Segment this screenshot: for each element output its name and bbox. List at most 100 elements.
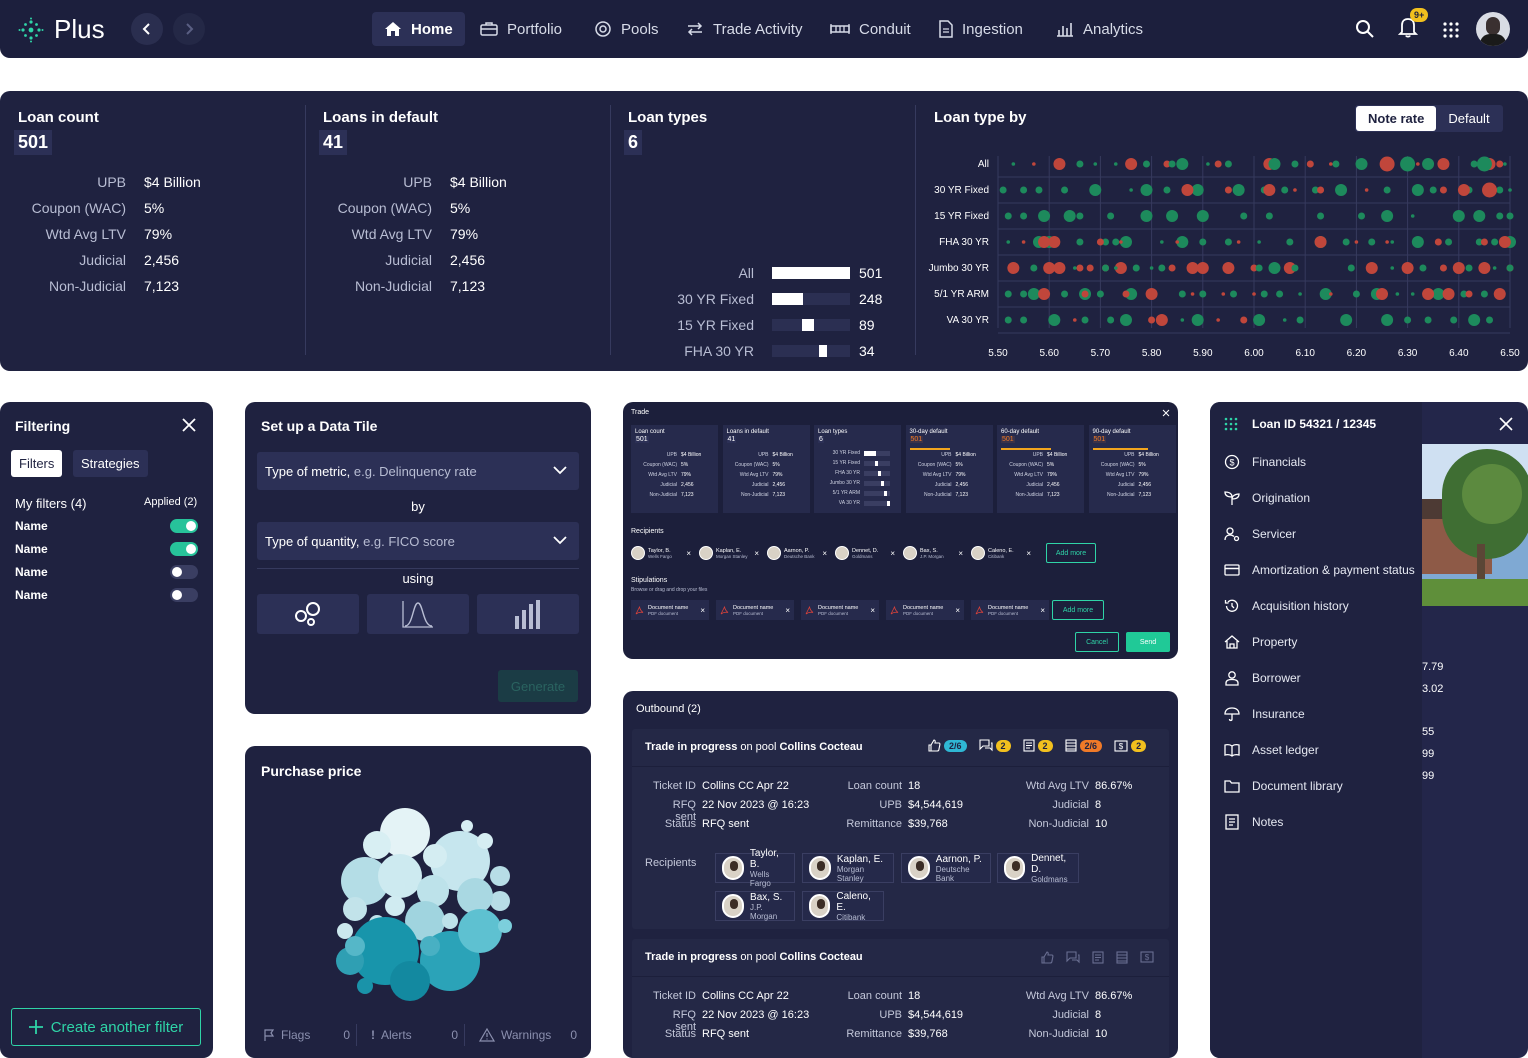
nav-analytics[interactable]: Analytics (1044, 12, 1155, 46)
nav-pools[interactable]: Pools (582, 12, 671, 46)
close-icon[interactable] (1162, 409, 1170, 417)
filter-toggle[interactable] (170, 588, 198, 602)
remove-icon[interactable]: × (686, 548, 691, 558)
menu-financials[interactable]: $ Financials (1224, 454, 1306, 470)
menu-amortization[interactable]: Amortization & payment status (1224, 562, 1415, 578)
menu-asset-ledger[interactable]: Asset ledger (1224, 742, 1319, 758)
outbound-trade-card[interactable]: Trade in progress on pool Collins Coctea… (632, 939, 1169, 1058)
note-rate-toggle[interactable]: Note rate Default (1355, 105, 1503, 132)
create-filter-button[interactable]: Create another filter (11, 1008, 201, 1046)
recipient-chip[interactable]: Aarnon, P. Deutsche Bank (901, 853, 991, 883)
stipulation-document[interactable]: Document name PDF document × (631, 600, 709, 620)
remove-icon[interactable]: × (958, 548, 963, 558)
remove-icon[interactable]: × (700, 605, 705, 615)
remove-icon[interactable]: × (870, 605, 875, 615)
toggle-note-rate[interactable]: Note rate (1356, 106, 1437, 131)
distribution-chart-option[interactable] (367, 594, 469, 634)
notes-group[interactable]: 2 (1022, 739, 1053, 752)
close-icon[interactable] (1499, 417, 1513, 431)
quantity-select[interactable]: Type of quantity, e.g. FICO score (257, 522, 579, 560)
trade-cancel-button[interactable]: Cancel (1075, 632, 1119, 652)
remove-icon[interactable]: × (822, 548, 827, 558)
trade-recipient-chip[interactable]: Aarnon, P. Deutsche Bank × (767, 542, 827, 564)
remove-icon[interactable]: × (754, 548, 759, 558)
nav-home[interactable]: Home (372, 12, 465, 46)
warnings-counter[interactable]: Warnings 0 (473, 1024, 577, 1046)
warning-icon (479, 1028, 495, 1042)
menu-origination[interactable]: Origination (1224, 490, 1310, 506)
trade-recipient-chip[interactable]: Dennet, D. Goldmans × (835, 542, 895, 564)
filter-toggle[interactable] (170, 565, 198, 579)
notes-icon[interactable] (1092, 951, 1104, 964)
nav-portfolio[interactable]: Portfolio (468, 12, 574, 46)
menu-document-library[interactable]: Document library (1224, 778, 1343, 794)
scatter-point (1142, 160, 1150, 168)
y-tick-label: 30 YR Fixed (934, 185, 989, 196)
thumbs-up-icon[interactable] (1041, 951, 1054, 964)
stipulation-document[interactable]: Document name PDF document × (716, 600, 794, 620)
trade-recipient-chip[interactable]: Bax, S. J.P. Morgan × (903, 542, 963, 564)
stipulation-document[interactable]: Document name PDF document × (801, 600, 879, 620)
payments-group[interactable]: $ 2 (1114, 739, 1147, 752)
scatter-point (1089, 184, 1102, 196)
trade-recipient-chip[interactable]: Taylor, B. Wells Fargo × (631, 542, 691, 564)
filters-tab[interactable]: Filters (11, 450, 63, 477)
back-button[interactable] (131, 13, 163, 45)
recipient-text: Dennet, D. Goldmans (852, 548, 878, 559)
menu-insurance[interactable]: Insurance (1224, 706, 1305, 722)
strategies-tab[interactable]: Strategies (73, 450, 148, 477)
logo[interactable]: Plus (18, 14, 105, 45)
recipient-chip[interactable]: Kaplan, E. Morgan Stanley (802, 853, 894, 883)
filter-toggle[interactable] (170, 519, 198, 533)
remove-icon[interactable]: × (1026, 548, 1031, 558)
thumbs-up-group[interactable]: 2/6 (928, 739, 967, 752)
trade-send-button[interactable]: Send (1126, 632, 1170, 652)
ledger-icon[interactable] (1116, 951, 1128, 964)
comments-icon[interactable] (1066, 951, 1080, 964)
generate-button[interactable]: Generate (498, 670, 578, 702)
close-icon[interactable] (182, 418, 196, 432)
menu-servicer[interactable]: Servicer (1224, 526, 1296, 542)
recipient-chip[interactable]: Caleno, E. Citibank (802, 891, 884, 922)
thumbs-up-icon (928, 739, 941, 752)
comments-group[interactable]: 2 (978, 739, 1011, 752)
remove-icon[interactable]: × (1040, 605, 1045, 615)
menu-borrower[interactable]: Borrower (1224, 670, 1301, 686)
remove-icon[interactable]: × (785, 605, 790, 615)
stipulation-document[interactable]: Document name PDF document × (971, 600, 1049, 620)
remove-icon[interactable]: × (955, 605, 960, 615)
recipient-chip[interactable]: Dennet, D. Goldmans (997, 853, 1079, 884)
outbound-trade-card[interactable]: Trade in progress on pool Collins Coctea… (632, 729, 1169, 929)
filter-toggle[interactable] (170, 542, 198, 556)
document-icon (939, 20, 953, 38)
bar-chart-option[interactable] (477, 594, 579, 634)
doc-type: PDF document (903, 610, 934, 616)
apps-grid-icon[interactable] (1442, 21, 1460, 39)
nav-conduit[interactable]: Conduit (818, 12, 923, 46)
menu-notes[interactable]: Notes (1224, 814, 1283, 830)
notifications-button[interactable]: 9+ (1397, 8, 1429, 40)
trade-recipient-chip[interactable]: Caleno, E. Citibank × (971, 542, 1031, 564)
docs-add-more-button[interactable]: Add more (1052, 600, 1104, 620)
recipients-add-more-button[interactable]: Add more (1046, 543, 1096, 563)
remove-icon[interactable]: × (890, 548, 895, 558)
search-icon[interactable] (1355, 19, 1375, 39)
nav-trade-activity[interactable]: Trade Activity (674, 12, 814, 46)
menu-property[interactable]: Property (1224, 634, 1297, 650)
recipient-chip[interactable]: Bax, S. J.P. Morgan (715, 891, 795, 921)
menu-acquisition-history[interactable]: Acquisition history (1224, 598, 1349, 614)
user-avatar[interactable] (1476, 12, 1510, 46)
trade-recipient-chip[interactable]: Kaplan, E. Morgan Stanley × (699, 542, 759, 564)
alerts-counter[interactable]: ! Alerts 0 (365, 1024, 465, 1046)
recipient-chip[interactable]: Taylor, B. Wells Fargo (715, 848, 795, 888)
metric-select[interactable]: Type of metric, e.g. Delinquency rate (257, 452, 579, 490)
toggle-default[interactable]: Default (1448, 111, 1490, 126)
forward-button[interactable] (173, 13, 205, 45)
scatter-point (1352, 290, 1360, 298)
bubble-chart-option[interactable] (257, 594, 359, 634)
nav-ingestion[interactable]: Ingestion (927, 12, 1035, 46)
stipulation-document[interactable]: Document name PDF document × (886, 600, 964, 620)
flags-counter[interactable]: Flags 0 (257, 1024, 357, 1046)
ledger-group[interactable]: 2/6 (1064, 739, 1103, 752)
dollar-icon[interactable]: $ (1140, 951, 1154, 963)
